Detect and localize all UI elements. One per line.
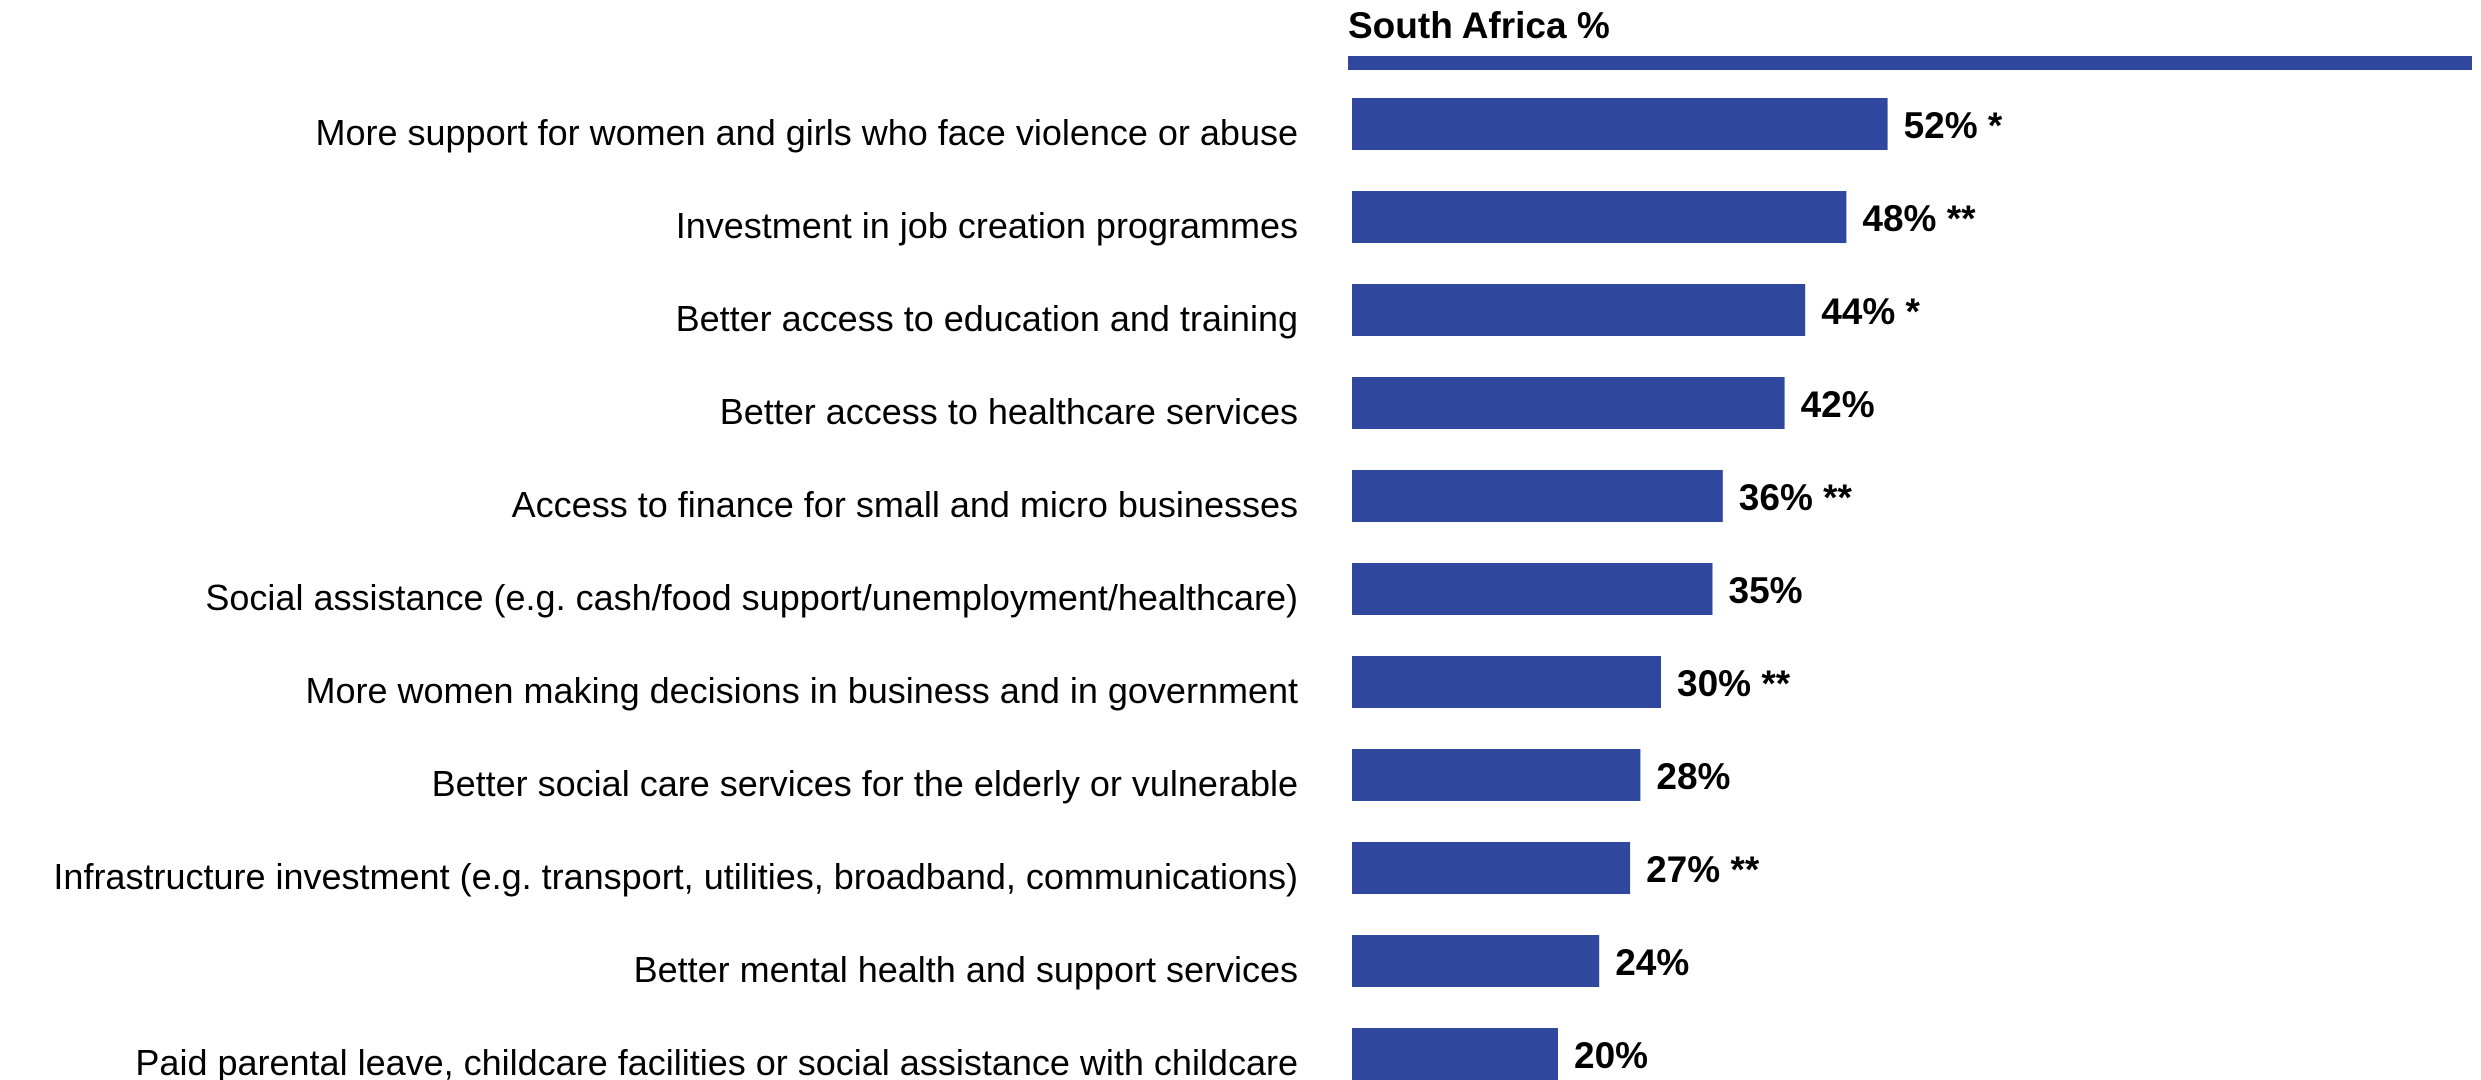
value-label: 52% * (1904, 105, 2003, 146)
value-label: 36% ** (1739, 477, 1853, 518)
bar (1352, 1028, 1558, 1080)
bar (1352, 470, 1723, 522)
bar (1352, 377, 1785, 429)
bar (1352, 563, 1713, 615)
category-label: Infrastructure investment (e.g. transpor… (53, 856, 1298, 897)
value-label: 20% (1574, 1035, 1648, 1076)
bars-layer: More support for women and girls who fac… (53, 98, 2003, 1080)
value-label: 42% (1801, 384, 1875, 425)
bar (1352, 191, 1847, 243)
category-label: Investment in job creation programmes (676, 205, 1298, 246)
value-label: 30% ** (1677, 663, 1791, 704)
value-label: 24% (1615, 942, 1689, 983)
category-label: More women making decisions in business … (305, 670, 1298, 711)
value-label: 44% * (1821, 291, 1920, 332)
bar (1352, 284, 1806, 336)
bar (1352, 935, 1600, 987)
bar (1352, 656, 1661, 708)
category-label: More support for women and girls who fac… (315, 112, 1298, 153)
chart-title: South Africa % (1348, 5, 1610, 46)
bar (1352, 98, 1888, 150)
bar (1352, 749, 1641, 801)
category-label: Better access to healthcare services (720, 391, 1298, 432)
category-label: Social assistance (e.g. cash/food suppor… (205, 577, 1298, 618)
header-rule (1348, 56, 2472, 70)
value-label: 48% ** (1862, 198, 1976, 239)
value-label: 28% (1656, 756, 1730, 797)
category-label: Paid parental leave, childcare facilitie… (135, 1042, 1298, 1080)
category-label: Access to finance for small and micro bu… (512, 484, 1298, 525)
bar (1352, 842, 1631, 894)
category-label: Better mental health and support service… (634, 949, 1298, 990)
category-label: Better social care services for the elde… (432, 763, 1298, 804)
category-label: Better access to education and training (676, 298, 1298, 339)
value-label: 27% ** (1646, 849, 1760, 890)
value-label: 35% (1729, 570, 1803, 611)
